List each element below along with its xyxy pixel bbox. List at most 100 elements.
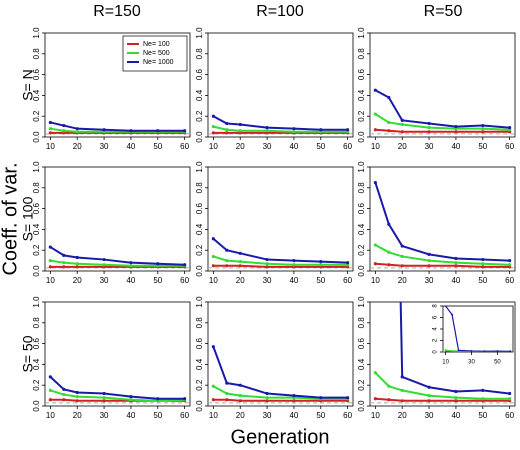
data-point xyxy=(129,395,133,399)
data-point xyxy=(509,350,512,352)
data-point xyxy=(346,396,350,400)
data-point xyxy=(211,384,215,388)
data-point xyxy=(48,265,52,269)
data-point xyxy=(481,130,485,134)
data-point xyxy=(102,257,106,262)
plot-area xyxy=(370,88,515,135)
y-tick-label: 0.4 xyxy=(357,223,366,235)
y-tick-label: 1.0 xyxy=(32,161,41,173)
data-point xyxy=(483,350,486,352)
plot-area xyxy=(443,306,513,352)
plot-area xyxy=(370,181,515,269)
x-tick-label: 50 xyxy=(153,411,162,420)
data-point xyxy=(211,125,215,129)
plot-frame xyxy=(207,301,354,407)
y-tick-label: 6 xyxy=(433,315,439,319)
data-point xyxy=(400,399,404,403)
data-point xyxy=(225,248,229,252)
x-tick-label: 40 xyxy=(451,276,460,285)
y-tick-label: 0.4 xyxy=(195,223,204,235)
x-tick-label: 30 xyxy=(425,142,434,151)
data-point xyxy=(102,396,106,400)
x-tick-label: 10 xyxy=(209,411,218,420)
data-point xyxy=(373,128,377,132)
y-tick-label: 0.8 xyxy=(195,48,204,60)
y-tick-label: 8 xyxy=(433,304,439,308)
y-tick-label: 0.4 xyxy=(32,223,41,235)
data-point xyxy=(427,130,431,134)
x-tick-label: 50 xyxy=(478,142,487,151)
data-point xyxy=(292,394,296,398)
data-point xyxy=(481,127,485,131)
plot-area xyxy=(45,120,190,135)
data-point xyxy=(373,181,377,185)
x-tick-label: 60 xyxy=(180,276,189,285)
data-point xyxy=(481,265,485,269)
data-point xyxy=(481,397,485,401)
x-tick-label: 60 xyxy=(343,276,352,285)
x-tick-label: 20 xyxy=(398,276,407,285)
x-tick-label: 30 xyxy=(100,276,109,285)
data-point xyxy=(265,265,269,269)
y-tick-label: 0.4 xyxy=(357,89,366,101)
data-point xyxy=(400,375,404,379)
y-tick-label: 4 xyxy=(433,327,439,331)
column-title: R=50 xyxy=(424,3,463,20)
data-point xyxy=(427,252,431,256)
y-tick-label: 0.8 xyxy=(32,317,41,329)
y-tick-label: 0.6 xyxy=(32,337,41,349)
data-point xyxy=(508,397,512,401)
x-tick-label: 50 xyxy=(478,276,487,285)
column-title: R=100 xyxy=(256,3,304,20)
x-tick-label: 60 xyxy=(505,276,514,285)
data-point xyxy=(427,121,431,126)
data-point xyxy=(238,383,242,387)
data-point xyxy=(211,254,215,259)
y-tick-label: 0.6 xyxy=(195,68,204,80)
x-tick-label: 10 xyxy=(371,411,380,420)
data-point xyxy=(102,399,106,403)
data-point xyxy=(265,129,269,133)
data-point xyxy=(292,263,296,267)
plot-area xyxy=(45,245,190,269)
data-point xyxy=(508,126,512,130)
y-tick-label: 0.6 xyxy=(357,68,366,80)
x-tick-label: 30 xyxy=(263,411,272,420)
data-point xyxy=(454,256,458,261)
y-tick-label: 0.8 xyxy=(32,182,41,194)
data-point xyxy=(457,349,460,352)
data-point xyxy=(292,399,296,403)
y-tick-label: 1.0 xyxy=(32,27,41,39)
data-point xyxy=(265,396,269,400)
x-tick-label: 30 xyxy=(425,276,434,285)
data-point xyxy=(183,129,187,133)
y-axis-label: Coeff. of var. xyxy=(0,162,21,275)
x-tick-label: 10 xyxy=(46,142,55,151)
data-point xyxy=(48,388,52,392)
y-tick-label: 0.8 xyxy=(357,182,366,194)
data-point xyxy=(387,384,391,388)
data-point xyxy=(508,259,512,263)
x-tick-label: 20 xyxy=(236,276,245,285)
data-point xyxy=(225,121,229,126)
x-tick-label: 10 xyxy=(442,360,449,366)
data-point xyxy=(48,120,52,125)
data-point xyxy=(454,264,458,268)
y-tick-label: 0.0 xyxy=(357,131,366,143)
plot-area xyxy=(370,302,515,404)
y-tick-label: 0.2 xyxy=(357,379,366,391)
data-point xyxy=(75,130,79,134)
plot-area xyxy=(208,237,353,269)
x-tick-label: 50 xyxy=(153,142,162,151)
y-tick-label: 0.2 xyxy=(357,110,366,122)
data-point xyxy=(238,394,242,398)
x-tick-label: 50 xyxy=(494,360,501,366)
data-point xyxy=(400,118,404,122)
data-point xyxy=(373,262,377,266)
y-tick-label: 0.4 xyxy=(32,358,41,370)
data-point xyxy=(211,264,215,268)
y-tick-label: 0 xyxy=(433,350,439,354)
data-point xyxy=(48,259,52,263)
data-point xyxy=(48,131,52,135)
data-point xyxy=(427,259,431,263)
